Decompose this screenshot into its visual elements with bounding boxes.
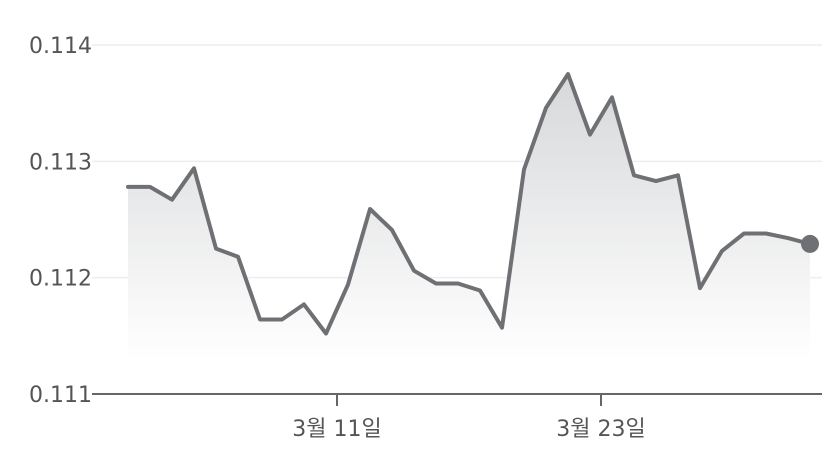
y-tick-label: 0.114 bbox=[29, 34, 92, 59]
data-point bbox=[280, 318, 284, 322]
data-point bbox=[720, 249, 724, 253]
data-points bbox=[126, 72, 819, 336]
data-point bbox=[456, 281, 460, 285]
data-point bbox=[412, 269, 416, 273]
data-point bbox=[126, 185, 130, 189]
data-point bbox=[214, 247, 218, 251]
data-point bbox=[522, 167, 526, 171]
data-point bbox=[588, 133, 592, 137]
data-point bbox=[478, 288, 482, 292]
price-line bbox=[126, 72, 812, 336]
y-tick-label: 0.112 bbox=[29, 267, 92, 292]
y-tick-label: 0.113 bbox=[29, 150, 92, 175]
data-point bbox=[148, 185, 152, 189]
data-point bbox=[258, 318, 262, 322]
y-axis-ticks: 0.114 0.113 0.112 0.111 bbox=[29, 34, 92, 408]
data-point bbox=[368, 207, 372, 211]
last-value-marker bbox=[801, 234, 819, 253]
data-point bbox=[390, 228, 394, 232]
data-point bbox=[632, 173, 636, 177]
data-point bbox=[610, 95, 614, 99]
data-point bbox=[302, 302, 306, 306]
data-point bbox=[170, 198, 174, 202]
y-tick-label: 0.111 bbox=[29, 383, 92, 408]
data-point bbox=[698, 286, 702, 290]
data-point bbox=[786, 236, 790, 240]
data-point bbox=[654, 179, 658, 183]
x-tick-label: 3월 11일 bbox=[292, 417, 381, 442]
data-point bbox=[566, 72, 570, 76]
x-tick-label: 3월 23일 bbox=[556, 417, 645, 442]
data-point bbox=[434, 281, 438, 285]
x-axis-ticks: 3월 11일 3월 23일 bbox=[292, 394, 646, 442]
data-point bbox=[742, 231, 746, 235]
data-point bbox=[764, 231, 768, 235]
data-point bbox=[192, 166, 196, 170]
data-point bbox=[676, 173, 680, 177]
data-point bbox=[346, 283, 350, 287]
price-area bbox=[128, 74, 810, 360]
data-point bbox=[544, 106, 548, 110]
data-point bbox=[236, 255, 240, 259]
data-point bbox=[500, 326, 504, 330]
data-point bbox=[324, 332, 328, 336]
